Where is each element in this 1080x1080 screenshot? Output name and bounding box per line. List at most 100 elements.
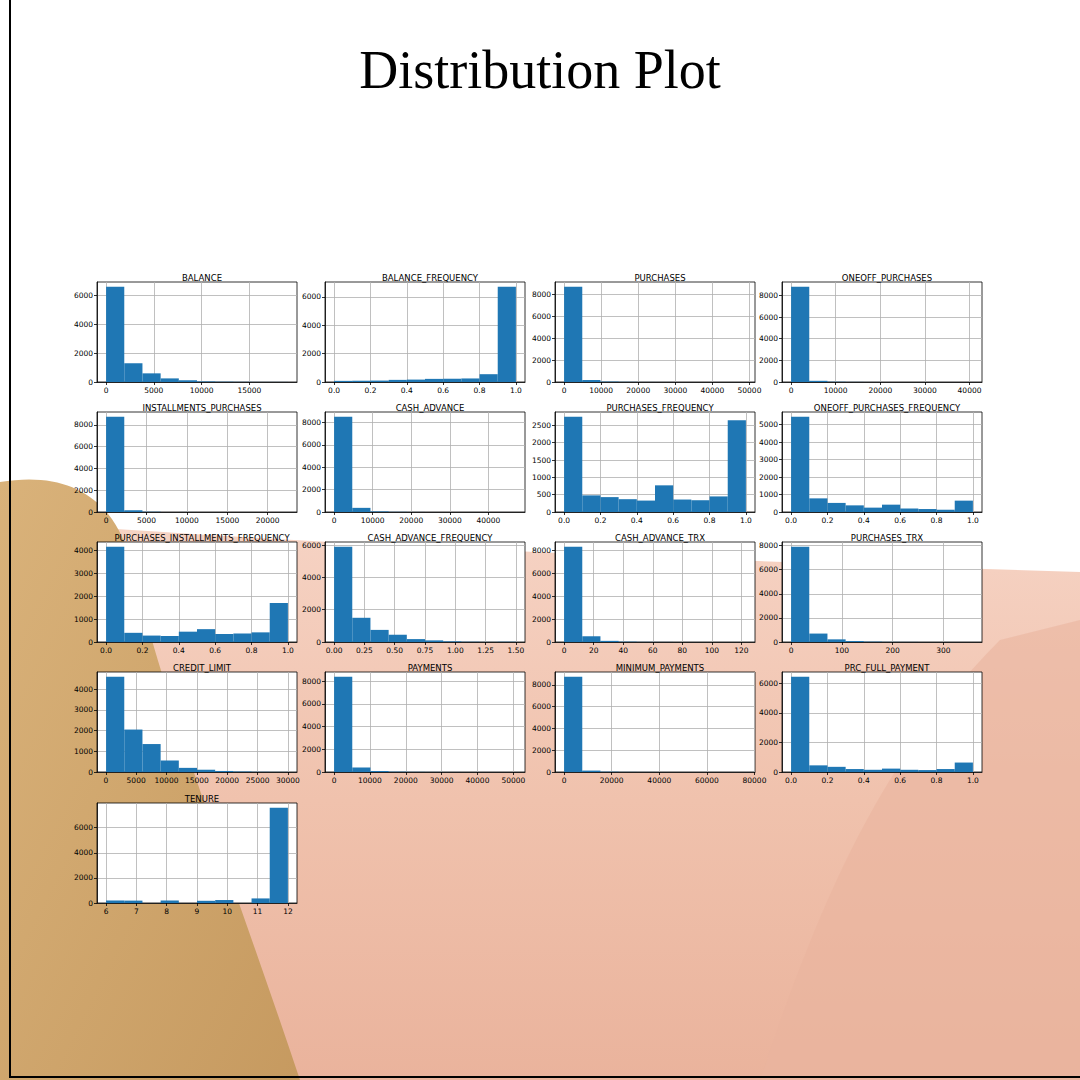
svg-text:4000: 4000 [74,320,93,329]
svg-text:2000: 2000 [74,592,93,601]
svg-text:2000: 2000 [759,356,778,365]
svg-text:8000: 8000 [532,680,551,689]
svg-text:20000: 20000 [399,516,423,525]
svg-text:4000: 4000 [302,321,321,330]
svg-text:15000: 15000 [215,516,239,525]
svg-text:10000: 10000 [824,386,848,395]
svg-text:2500: 2500 [532,421,551,430]
svg-text:6000: 6000 [759,313,778,322]
svg-text:2000: 2000 [532,356,551,365]
svg-text:2000: 2000 [74,726,93,735]
svg-text:1000: 1000 [759,490,778,499]
svg-text:6000: 6000 [302,699,321,708]
svg-text:4000: 4000 [302,573,321,582]
svg-text:0: 0 [104,386,109,395]
svg-text:CASH_ADVANCE: CASH_ADVANCE [396,403,465,413]
svg-text:15000: 15000 [237,386,261,395]
svg-text:6000: 6000 [532,702,551,711]
svg-text:0.0: 0.0 [785,516,797,525]
svg-text:0.2: 0.2 [821,516,833,525]
svg-text:0: 0 [773,768,778,777]
svg-text:2000: 2000 [74,349,93,358]
svg-text:0: 0 [773,508,778,517]
svg-text:8000: 8000 [532,546,551,555]
svg-text:8000: 8000 [302,677,321,686]
svg-text:0: 0 [546,508,551,517]
svg-text:0.4: 0.4 [631,516,643,525]
svg-text:0.6: 0.6 [437,386,449,395]
svg-text:0.6: 0.6 [894,776,906,785]
svg-text:3000: 3000 [74,569,93,578]
svg-text:80000: 80000 [743,776,767,785]
svg-text:0.0: 0.0 [328,386,340,395]
svg-text:Distribution Plot: Distribution Plot [359,40,721,100]
svg-text:10000: 10000 [175,516,199,525]
svg-text:0: 0 [316,378,321,387]
svg-text:4000: 4000 [759,708,778,717]
svg-text:0.0: 0.0 [558,516,570,525]
svg-text:0.8: 0.8 [931,516,943,525]
svg-text:60000: 60000 [695,776,719,785]
svg-text:3000: 3000 [74,705,93,714]
svg-text:20: 20 [589,646,599,655]
svg-text:1.0: 1.0 [967,516,979,525]
svg-text:20000: 20000 [626,386,650,395]
svg-text:0.8: 0.8 [931,776,943,785]
svg-text:0.8: 0.8 [474,386,486,395]
svg-text:1.0: 1.0 [740,516,752,525]
svg-text:6000: 6000 [759,565,778,574]
svg-text:2000: 2000 [532,615,551,624]
svg-text:0.75: 0.75 [417,646,434,655]
svg-text:4000: 4000 [759,334,778,343]
svg-text:100: 100 [835,646,850,655]
svg-text:20000: 20000 [215,776,239,785]
svg-text:0.2: 0.2 [821,776,833,785]
svg-text:4000: 4000 [759,438,778,447]
svg-text:50000: 50000 [501,776,525,785]
svg-text:0.4: 0.4 [858,776,870,785]
svg-text:2000: 2000 [759,613,778,622]
svg-text:1000: 1000 [532,473,551,482]
svg-text:1000: 1000 [74,615,93,624]
svg-text:40000: 40000 [476,516,500,525]
svg-text:0.2: 0.2 [136,646,148,655]
svg-text:6000: 6000 [74,442,93,451]
svg-text:0: 0 [88,899,93,908]
svg-text:0: 0 [316,508,321,517]
svg-text:0: 0 [562,646,567,655]
svg-text:7: 7 [134,907,139,916]
svg-text:5000: 5000 [144,386,163,395]
svg-text:ONEOFF_PURCHASES: ONEOFF_PURCHASES [842,273,932,283]
svg-text:10000: 10000 [589,386,613,395]
svg-text:0: 0 [332,516,337,525]
svg-text:100: 100 [705,646,720,655]
svg-text:1.25: 1.25 [477,646,494,655]
svg-text:40000: 40000 [958,386,982,395]
svg-text:2000: 2000 [532,746,551,755]
svg-text:40: 40 [618,646,628,655]
svg-text:0: 0 [316,768,321,777]
svg-text:0.0: 0.0 [785,776,797,785]
svg-text:0: 0 [104,516,109,525]
svg-text:0.2: 0.2 [364,386,376,395]
svg-text:8000: 8000 [302,418,321,427]
svg-text:0: 0 [88,378,93,387]
svg-text:8: 8 [164,907,169,916]
svg-text:0.6: 0.6 [209,646,221,655]
svg-text:0: 0 [789,646,794,655]
svg-text:0: 0 [773,378,778,387]
svg-text:2000: 2000 [74,873,93,882]
svg-text:4000: 4000 [74,848,93,857]
svg-text:10000: 10000 [190,386,214,395]
svg-text:1000: 1000 [74,747,93,756]
svg-text:6000: 6000 [74,823,93,832]
svg-text:10000: 10000 [155,776,179,785]
svg-text:3000: 3000 [759,455,778,464]
svg-text:CASH_ADVANCE_TRX: CASH_ADVANCE_TRX [615,533,705,543]
svg-text:PURCHASES_FREQUENCY: PURCHASES_FREQUENCY [606,403,714,413]
svg-text:PURCHASES_TRX: PURCHASES_TRX [851,533,923,543]
svg-text:8000: 8000 [74,420,93,429]
svg-text:30000: 30000 [438,516,462,525]
svg-text:PURCHASES_INSTALLMENTS_FREQUEN: PURCHASES_INSTALLMENTS_FREQUENCY [114,533,290,543]
svg-text:6000: 6000 [302,541,321,550]
